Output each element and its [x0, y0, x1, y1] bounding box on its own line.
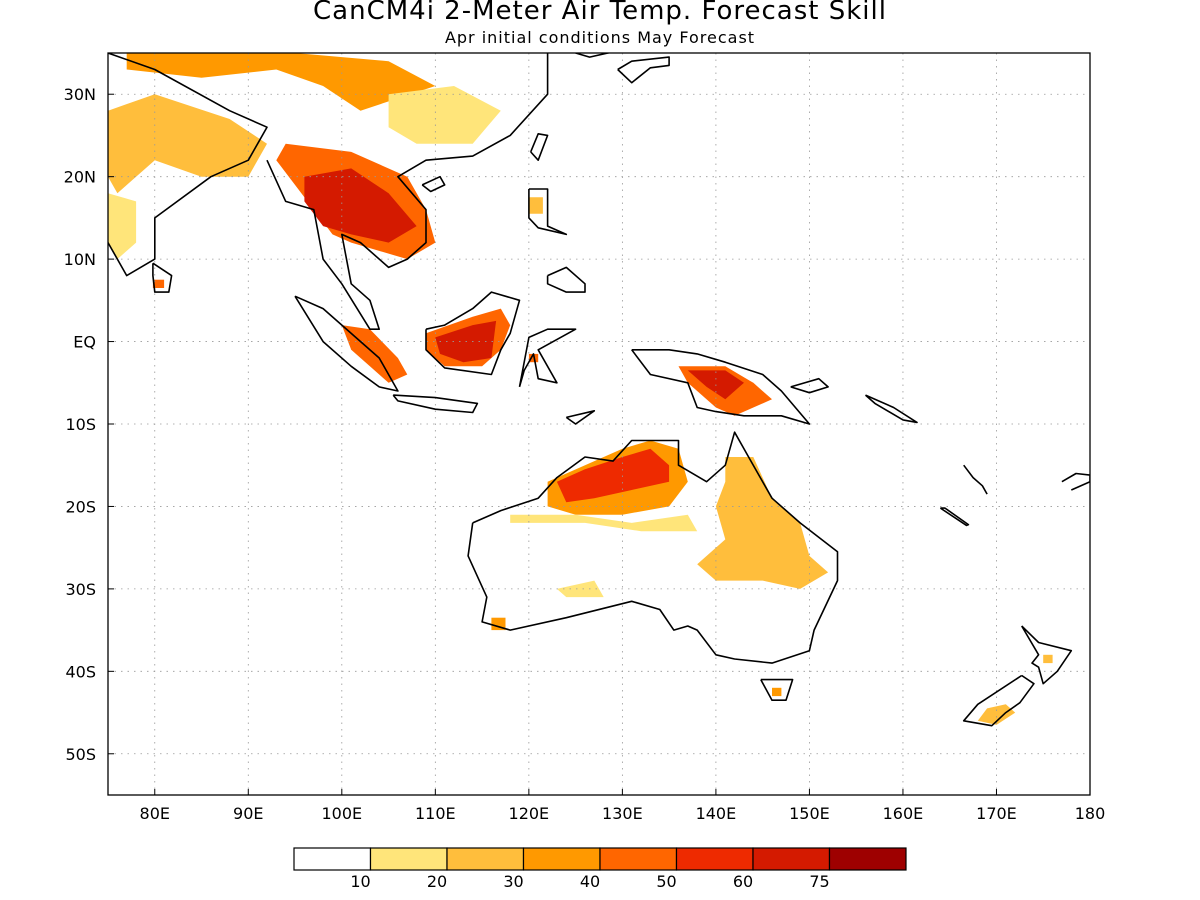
skill-region-tasmania — [772, 687, 782, 697]
skill-region-south-india — [108, 193, 137, 260]
lat-tick-label: 20S — [65, 497, 96, 516]
coastline-timor — [565, 409, 596, 425]
colorbar-swatch — [446, 847, 525, 871]
lat-tick-label: EQ — [73, 333, 96, 352]
lat-tick-label: 50S — [65, 745, 96, 764]
colorbar: 10 20 30 40 50 60 75 — [293, 847, 907, 891]
coastline-new-britain — [790, 377, 829, 394]
lon-tick-label: 160E — [883, 804, 924, 823]
skill-region-west-australia — [556, 580, 604, 598]
colorbar-label: 40 — [580, 872, 600, 891]
skill-region-tibet-china — [126, 53, 436, 111]
coastline-borneo — [425, 291, 521, 376]
skill-region-north-australia-core — [556, 448, 670, 503]
colorbar-swatch — [293, 847, 372, 871]
coastline-se-asia-mainland — [266, 53, 549, 331]
skill-region-indochina-core — [304, 168, 417, 243]
coastline-layer — [108, 53, 1090, 727]
skill-region-central-australia — [510, 514, 698, 532]
coastline-nz-south — [962, 674, 1035, 727]
lat-tick-label: 40S — [65, 662, 96, 681]
coastline-fiji — [1061, 472, 1090, 491]
coastline-taiwan — [529, 133, 549, 161]
colorbar-swatch — [828, 847, 907, 871]
lon-tick-label: 120E — [509, 804, 550, 823]
lat-tick-label: 30N — [64, 85, 96, 104]
colorbar-swatch — [599, 847, 678, 871]
coastline-india — [108, 53, 268, 277]
colorbar-label: 50 — [656, 872, 676, 891]
skill-region-philippines — [528, 197, 543, 214]
skill-region-queensland — [697, 457, 829, 589]
coastline-japan — [617, 56, 670, 84]
lat-tick-label: 20N — [64, 168, 96, 187]
lon-tick-label: 180 — [1075, 804, 1106, 823]
colorbar-label: 10 — [350, 872, 370, 891]
colorbar-swatch — [369, 847, 448, 871]
map-title: CanCM4i 2-Meter Air Temp. Forecast Skill — [313, 0, 887, 26]
colorbar-label: 60 — [733, 872, 753, 891]
skill-region-east-china — [388, 86, 501, 144]
skill-region-north-india — [108, 94, 267, 194]
coastline-sri-lanka — [152, 262, 173, 293]
map-subtitle: Apr initial conditions May Forecast — [444, 28, 756, 47]
coastline-mindanao — [546, 266, 586, 293]
colorbar-swatch — [752, 847, 831, 871]
lon-tick-label: 110E — [415, 804, 456, 823]
skill-region-new-zealand-south — [977, 704, 1016, 725]
skill-region-sri-lanka — [152, 279, 165, 288]
colorbar-label: 75 — [809, 872, 829, 891]
colorbar-label: 30 — [503, 872, 523, 891]
coastline-hainan — [421, 175, 446, 193]
lat-tick-label: 10N — [64, 250, 96, 269]
coastline-java — [392, 394, 479, 414]
lon-tick-label: 100E — [321, 804, 362, 823]
coastline-australia — [467, 431, 839, 664]
coastline-sulawesi — [518, 328, 577, 388]
axis-ticks: 80E 90E 100E 110E 120E 130E 140E 150E 160E 170E 18… — [64, 85, 1106, 823]
coastline-new-guinea — [631, 348, 811, 425]
lon-tick-label: 170E — [976, 804, 1017, 823]
lon-tick-label: 150E — [789, 804, 830, 823]
coastline-tasmania — [760, 678, 794, 702]
coastline-sumatra — [294, 295, 399, 392]
graticule-grid — [108, 53, 1090, 795]
coastline-new-caledonia — [939, 507, 970, 527]
lon-tick-label: 140E — [696, 804, 737, 823]
lon-tick-label: 90E — [233, 804, 263, 823]
colorbar-swatch — [522, 847, 601, 871]
lon-tick-label: 130E — [602, 804, 643, 823]
coastline-luzon — [528, 188, 568, 236]
colorbar-swatch — [675, 847, 754, 871]
colorbar-label: 20 — [427, 872, 447, 891]
coastline-solomons — [864, 394, 918, 424]
skill-region-new-zealand-north — [1043, 654, 1053, 664]
coastline-nz-north — [1021, 625, 1073, 685]
lat-tick-label: 30S — [65, 580, 96, 599]
lon-tick-label: 80E — [140, 804, 170, 823]
coastline-vanuatu — [963, 464, 988, 495]
lat-tick-label: 10S — [65, 415, 96, 434]
coastline-korea — [575, 53, 612, 58]
skill-shading-layer — [108, 53, 1053, 725]
